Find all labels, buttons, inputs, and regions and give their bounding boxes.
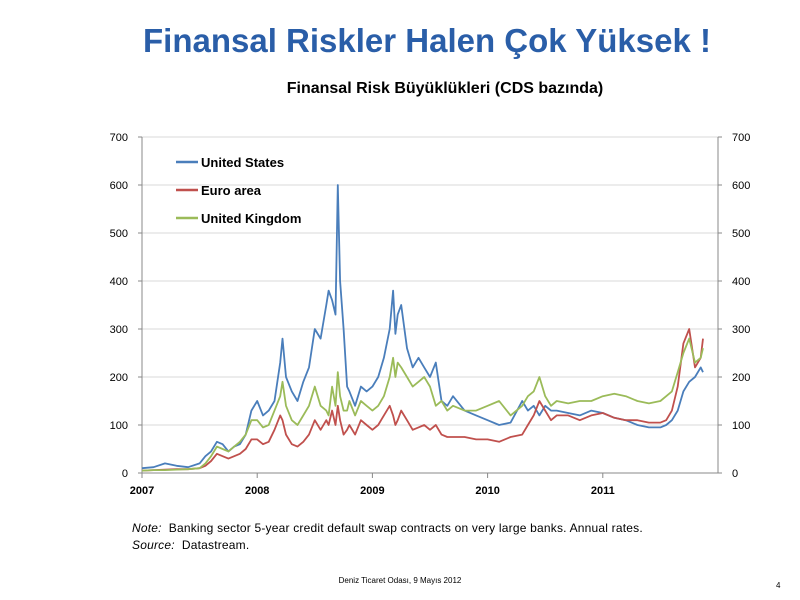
legend-label-united-kingdom: United Kingdom (201, 211, 301, 226)
source-line: Source: Datastream. (132, 537, 643, 554)
legend-label-euro-area: Euro area (201, 183, 262, 198)
note-text: Banking sector 5-year credit default swa… (168, 521, 643, 535)
y-tick-left-100: 100 (110, 420, 128, 432)
page-number: 4 (776, 581, 781, 590)
chart-note: Note: Banking sector 5-year credit defau… (132, 520, 643, 554)
y-tick-left-0: 0 (122, 468, 128, 480)
x-tick-2010: 2010 (475, 485, 499, 497)
note-line: Note: Banking sector 5-year credit defau… (132, 520, 643, 537)
legend-label-united-states: United States (201, 155, 284, 170)
legend: United States Euro area United Kingdom (176, 155, 301, 226)
y-tick-right-400: 400 (732, 276, 750, 288)
series-lines (141, 184, 704, 472)
chart-title: Finansal Risk Büyüklükleri (CDS bazında) (286, 80, 604, 97)
y-tick-right-100: 100 (732, 420, 750, 432)
y-tick-right-300: 300 (732, 324, 750, 336)
note-label: Note: (132, 521, 162, 535)
axes: 0 0 100 100 200 200 300 300 400 400 500 500 600 600 70… (110, 132, 751, 497)
y-tick-left-600: 600 (110, 180, 128, 192)
y-tick-right-0: 0 (732, 468, 738, 480)
series-line-united-states (141, 184, 704, 470)
slide-title: Finansal Riskler Halen Çok Yüksek ! (143, 22, 711, 59)
y-tick-right-200: 200 (732, 372, 750, 384)
series-line-euro-area (141, 328, 704, 472)
x-tick-2011: 2011 (591, 485, 615, 497)
x-tick-2007: 2007 (130, 485, 154, 497)
source-text: Datastream. (181, 538, 250, 552)
footer: Deniz Ticaret Odası, 9 Mayıs 2012 (0, 576, 800, 585)
gridlines (142, 136, 718, 426)
y-tick-left-300: 300 (110, 324, 128, 336)
y-tick-left-700: 700 (110, 132, 128, 144)
x-tick-2009: 2009 (360, 485, 384, 497)
source-label: Source: (132, 538, 175, 552)
y-tick-left-200: 200 (110, 372, 128, 384)
y-tick-right-600: 600 (732, 180, 750, 192)
series-line-united-kingdom (141, 337, 704, 472)
x-tick-2008: 2008 (245, 485, 269, 497)
y-tick-right-700: 700 (732, 132, 750, 144)
y-tick-left-400: 400 (110, 276, 128, 288)
footer-text: Deniz Ticaret Odası, 9 Mayıs 2012 (338, 576, 462, 585)
y-tick-left-500: 500 (110, 228, 128, 240)
y-tick-right-500: 500 (732, 228, 750, 240)
